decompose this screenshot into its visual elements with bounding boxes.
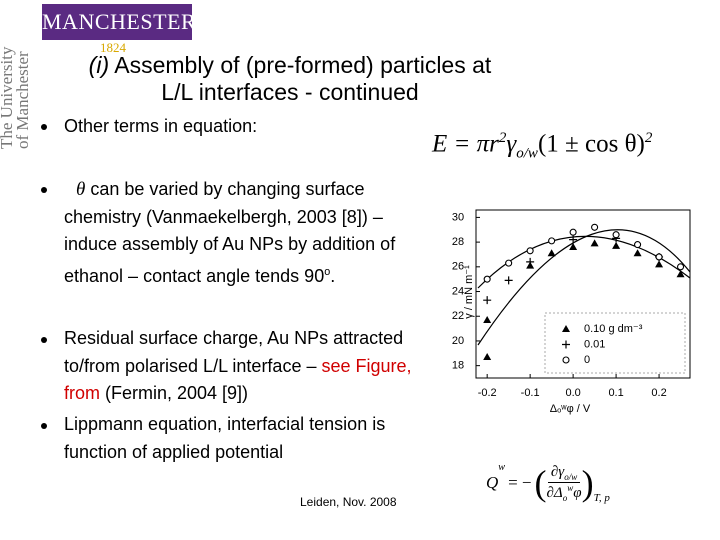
text: Residual surface charge, Au NPs attracte… bbox=[64, 328, 404, 376]
bullet bbox=[41, 423, 47, 429]
text: Lippmann equation, interfacial tension i… bbox=[64, 414, 386, 462]
eq-part: Q bbox=[486, 473, 499, 492]
marker-circle bbox=[526, 247, 534, 255]
y-tick-label: 28 bbox=[452, 236, 464, 248]
eq-part: ∂Δ bbox=[546, 484, 563, 501]
marker-triangle bbox=[569, 243, 578, 251]
legend-marker bbox=[562, 325, 570, 332]
x-tick-label: -0.1 bbox=[521, 387, 540, 399]
eq-sub: o bbox=[562, 492, 568, 503]
marker-circle bbox=[634, 241, 642, 249]
eq-sup: 2 bbox=[644, 130, 653, 146]
legend-label: 0 bbox=[584, 354, 590, 366]
legend-label: 0.01 bbox=[584, 338, 605, 350]
marker-triangle bbox=[655, 260, 664, 268]
eq-sup: w bbox=[567, 482, 574, 493]
marker-triangle bbox=[483, 353, 492, 360]
logo-year: 1824 bbox=[100, 40, 126, 55]
marker-plus bbox=[569, 235, 578, 244]
marker-circle bbox=[655, 253, 663, 261]
legend-marker bbox=[562, 356, 570, 364]
text: can be varied by changing surface chemis… bbox=[64, 179, 396, 286]
x-tick-label: 0.1 bbox=[608, 387, 623, 399]
bullet-text: Lippmann equation, interfacial tension i… bbox=[64, 411, 432, 466]
y-tick-label: 22 bbox=[452, 310, 464, 322]
eq-sub: o/w bbox=[564, 471, 578, 482]
bullet bbox=[41, 124, 47, 130]
eq-part: = − bbox=[508, 473, 532, 492]
marker-circle bbox=[483, 275, 491, 283]
marker-circle bbox=[569, 228, 577, 236]
theta: θ bbox=[76, 179, 86, 200]
text: . bbox=[330, 265, 336, 286]
eq-sub: o/w bbox=[516, 145, 538, 162]
denominator: ∂Δowφ bbox=[547, 483, 582, 503]
marker-circle bbox=[591, 223, 599, 231]
y-tick-label: 20 bbox=[452, 335, 464, 347]
marker-plus bbox=[504, 276, 513, 285]
degree: o bbox=[324, 265, 331, 278]
marker-triangle bbox=[590, 239, 599, 247]
text: Other terms in equation: bbox=[64, 116, 258, 136]
eq-sup: w bbox=[498, 462, 506, 473]
marker-circle bbox=[676, 263, 685, 271]
legend-label: 0.10 g dm⁻³ bbox=[584, 323, 643, 335]
marker-circle bbox=[505, 259, 513, 267]
side-line: of Manchester bbox=[13, 51, 32, 149]
paren: ( bbox=[534, 463, 547, 503]
logo: MANCHESTER bbox=[42, 4, 196, 40]
numerator: ∂γo/w bbox=[547, 463, 581, 483]
marker-triangle bbox=[676, 270, 685, 278]
x-tick-label: -0.2 bbox=[478, 387, 497, 399]
bullet bbox=[41, 337, 47, 343]
bullet-text: θ can be varied by changing surface chem… bbox=[64, 176, 434, 290]
legend-marker bbox=[562, 340, 570, 349]
side-text: The University of Manchester bbox=[0, 39, 32, 149]
y-tick-label: 24 bbox=[452, 285, 464, 297]
x-axis-label: Δₒʷφ / V bbox=[550, 403, 591, 415]
eq-sub: T, p bbox=[593, 492, 610, 504]
fraction: ∂γo/w ∂Δowφ bbox=[547, 464, 582, 503]
text: (Fermin, 2004 [9]) bbox=[100, 383, 249, 403]
y-tick-label: 26 bbox=[452, 261, 464, 273]
footer: Leiden, Nov. 2008 bbox=[300, 495, 397, 509]
marker-triangle bbox=[547, 249, 556, 257]
title-part: (i) bbox=[88, 52, 110, 78]
fit-curve bbox=[477, 229, 691, 346]
equation-energy: E = πr2γo/w(1 ± cos θ)2 bbox=[432, 130, 652, 162]
paren: ) bbox=[581, 463, 594, 503]
text-highlight: see Figure, from bbox=[64, 355, 412, 404]
eq-part: (1 ± cos θ) bbox=[537, 130, 645, 158]
marker-circle bbox=[612, 231, 620, 239]
y-axis-label: γ / mN m⁻¹ bbox=[463, 265, 475, 319]
marker-triangle bbox=[612, 241, 621, 249]
bullet bbox=[41, 187, 47, 193]
bullet-text: Residual surface charge, Au NPs attracte… bbox=[64, 325, 424, 408]
marker-plus bbox=[526, 257, 535, 266]
eq-sup: 2 bbox=[498, 130, 507, 146]
plot-frame bbox=[475, 209, 691, 379]
eq-part: φ bbox=[573, 484, 582, 501]
marker-plus bbox=[483, 296, 492, 305]
eq-part: ∂γ bbox=[550, 463, 565, 480]
title: (i) Assembly of (pre-formed) particles a… bbox=[70, 52, 510, 106]
y-tick-label: 30 bbox=[452, 211, 464, 223]
marker-circle bbox=[548, 237, 556, 245]
eq-part: E = πr bbox=[432, 130, 499, 158]
eq-part: γ bbox=[506, 130, 517, 158]
marker-triangle bbox=[483, 315, 492, 323]
y-tick-label: 18 bbox=[452, 360, 464, 372]
x-tick-label: 0.2 bbox=[651, 387, 666, 399]
x-tick-label: 0.0 bbox=[565, 387, 580, 399]
marker-triangle bbox=[633, 249, 642, 257]
legend-box bbox=[544, 312, 686, 374]
title-text: Assembly of (pre-formed) particles at L/… bbox=[114, 52, 492, 105]
bullet-text: Other terms in equation: bbox=[64, 113, 424, 141]
